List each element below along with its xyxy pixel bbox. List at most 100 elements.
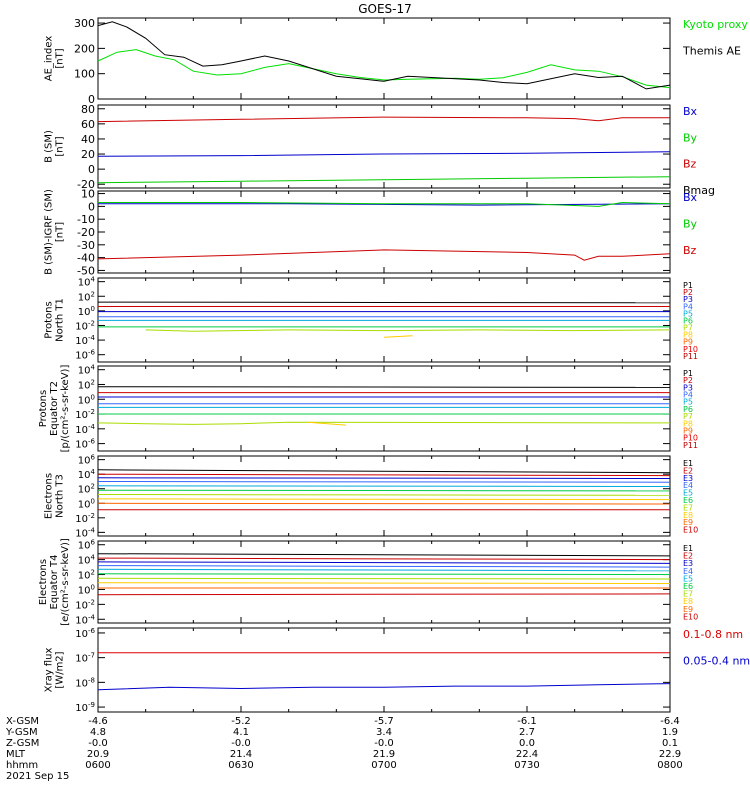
series-line-p8	[383, 335, 413, 338]
legend-entry: P4	[683, 391, 693, 400]
legend-entry: E8	[683, 597, 693, 606]
y-tick-label: -20	[77, 178, 95, 191]
series-line-e6	[97, 573, 671, 575]
y-axis-label: [e/(cm²-s-sr-keV)]	[60, 538, 71, 626]
series-line-e6	[97, 489, 671, 492]
legend-entry: E5	[683, 574, 693, 583]
y-tick-label: 200	[74, 42, 95, 55]
legend-entry: E2	[683, 466, 693, 475]
legend-entry: E8	[683, 511, 693, 520]
footer-value: -5.7	[374, 716, 394, 727]
footer-row-label: X-GSM	[6, 716, 39, 727]
y-axis-label: B (SM)-IGRF (SM)	[44, 189, 55, 275]
y-tick-label: 100	[74, 68, 95, 81]
legend-entry: P8	[683, 419, 693, 428]
y-tick-exponent: -8	[88, 676, 95, 684]
y-tick-exponent: -4	[88, 423, 96, 431]
y-axis-label: [nT]	[55, 48, 66, 68]
legend-entry: E3	[683, 559, 693, 568]
footer-row-label: Z-GSM	[6, 738, 39, 749]
series-line-e2	[97, 557, 671, 561]
y-tick-exponent: 6	[91, 454, 96, 462]
y-tick-label: 0	[88, 93, 95, 106]
legend-entry: E6	[683, 496, 693, 505]
series-line-by	[97, 176, 671, 184]
legend-entry: P8	[683, 331, 693, 340]
series-line-p1	[97, 301, 671, 304]
y-tick-label: 300	[74, 17, 95, 30]
series-line-e1	[97, 553, 671, 557]
y-tick-label: 60	[81, 118, 95, 131]
footer-value: 21.9	[373, 749, 395, 760]
y-tick-exponent: 4	[91, 364, 96, 372]
legend-entry: E10	[683, 526, 698, 535]
y-tick-label: 20	[81, 148, 95, 161]
legend-entry: P2	[683, 288, 693, 297]
legend-entry: 0.05-0.4 nm	[683, 655, 750, 668]
legend-entry: E3	[683, 474, 693, 483]
series-line-e3	[97, 477, 671, 479]
series-line-e4	[97, 481, 671, 483]
y-tick-label: -50	[77, 264, 95, 277]
legend-entry: E9	[683, 518, 693, 527]
y-axis-label: [nT]	[55, 222, 66, 242]
legend-entry: P11	[683, 352, 698, 361]
footer-value: 0630	[228, 760, 253, 771]
y-tick-exponent: -2	[88, 512, 95, 520]
y-tick-exponent: -9	[88, 701, 95, 709]
y-tick-exponent: -4	[88, 334, 96, 342]
y-tick-exponent: 4	[91, 276, 96, 284]
legend-entry: Bmag	[683, 184, 715, 197]
series-line-p7	[145, 329, 671, 332]
footer-value: 1.9	[662, 727, 678, 738]
legend-entry: P9	[683, 338, 693, 347]
y-axis-label: Xray flux	[44, 648, 55, 693]
y-tick-exponent: -4	[88, 613, 96, 621]
y-axis-label: [W/m2]	[55, 651, 66, 688]
legend-entry: Bz	[683, 244, 697, 257]
y-axis-label: [p/(cm²-s-sr-keV)]	[60, 365, 71, 453]
footer-value: -0.0	[88, 738, 108, 749]
y-tick-label: 0	[88, 200, 95, 213]
legend-entry: E7	[683, 503, 693, 512]
y-axis-label: AE_index	[44, 36, 55, 82]
footer-value: 2.7	[519, 727, 535, 738]
footer-value: 0.1	[662, 738, 678, 749]
plot-title: GOES-17	[358, 2, 412, 16]
footer-value: 0730	[514, 760, 539, 771]
legend-entry: By	[683, 218, 698, 231]
series-line-bx	[97, 151, 671, 157]
y-tick-exponent: -2	[88, 319, 95, 327]
series-line-bz	[97, 249, 671, 261]
y-tick-exponent: 0	[91, 393, 95, 401]
legend-entry: Kyoto proxy AE	[683, 18, 750, 31]
y-axis-label: North T1	[55, 298, 66, 342]
y-tick-label: 80	[81, 103, 95, 116]
legend-entry: P4	[683, 302, 693, 311]
series-line-themis-ae	[97, 21, 671, 90]
legend-entry: P3	[683, 295, 693, 304]
y-tick-label: 40	[81, 133, 95, 146]
legend-entry: Bx	[683, 105, 698, 118]
y-tick-exponent: 2	[91, 483, 95, 491]
y-tick-exponent: -6	[88, 349, 96, 357]
footer-value: 0800	[657, 760, 682, 771]
legend-entry: P1	[683, 369, 693, 378]
legend-entry: E7	[683, 590, 693, 599]
y-axis-label: Equator T2	[49, 381, 60, 436]
footer-value: -0.0	[374, 738, 394, 749]
y-tick-exponent: -2	[88, 598, 95, 606]
legend-entry: E5	[683, 489, 693, 498]
y-axis-label: Protons	[44, 301, 55, 338]
legend-entry: By	[683, 131, 698, 144]
footer-value: 0700	[371, 760, 396, 771]
legend-entry: P9	[683, 426, 693, 435]
y-tick-exponent: -6	[88, 627, 96, 635]
y-tick-exponent: 0	[91, 305, 95, 313]
y-tick-exponent: 0	[91, 583, 95, 591]
footer-row-label: MLT	[6, 749, 26, 760]
legend-entry: E6	[683, 582, 693, 591]
footer-row-label: hhmm	[6, 760, 38, 771]
legend-entry: Bz	[683, 158, 697, 171]
